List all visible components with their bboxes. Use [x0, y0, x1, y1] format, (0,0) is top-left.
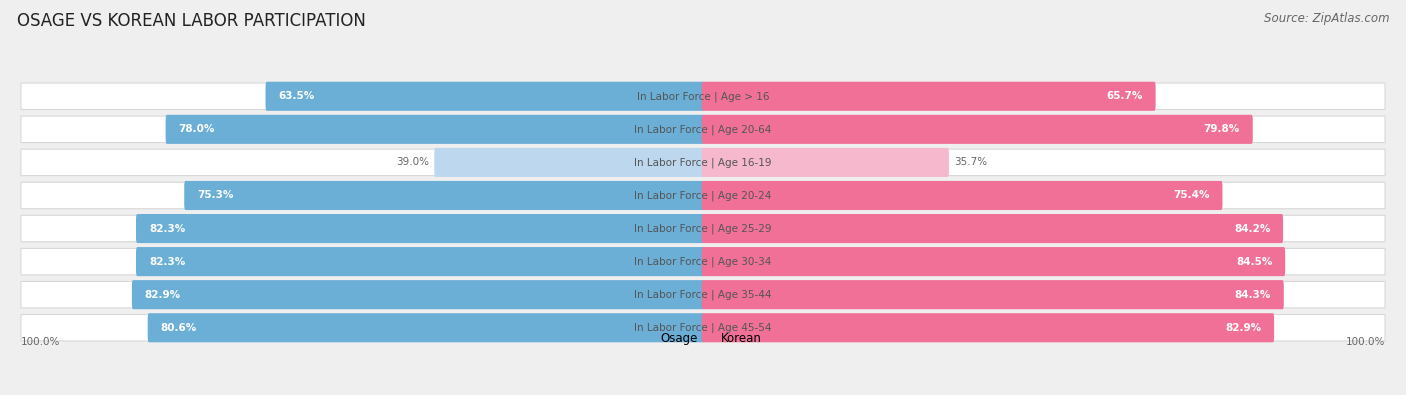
Text: 82.3%: 82.3%	[149, 224, 186, 233]
FancyBboxPatch shape	[21, 83, 1385, 109]
FancyBboxPatch shape	[148, 313, 704, 342]
FancyBboxPatch shape	[21, 248, 1385, 275]
Text: 84.3%: 84.3%	[1234, 290, 1271, 300]
Text: 78.0%: 78.0%	[179, 124, 215, 134]
Text: 79.8%: 79.8%	[1204, 124, 1240, 134]
FancyBboxPatch shape	[702, 148, 949, 177]
FancyBboxPatch shape	[266, 82, 704, 111]
Text: In Labor Force | Age 35-44: In Labor Force | Age 35-44	[634, 290, 772, 300]
Text: 63.5%: 63.5%	[278, 91, 315, 101]
Text: 75.4%: 75.4%	[1173, 190, 1209, 201]
Text: 82.9%: 82.9%	[1225, 323, 1261, 333]
Text: 82.9%: 82.9%	[145, 290, 181, 300]
Text: 65.7%: 65.7%	[1107, 91, 1143, 101]
Text: 75.3%: 75.3%	[197, 190, 233, 201]
FancyBboxPatch shape	[136, 214, 704, 243]
FancyBboxPatch shape	[21, 116, 1385, 143]
Text: 100.0%: 100.0%	[21, 337, 60, 347]
FancyBboxPatch shape	[702, 82, 1156, 111]
FancyBboxPatch shape	[434, 148, 704, 177]
FancyBboxPatch shape	[702, 247, 1285, 276]
Text: In Labor Force | Age 30-34: In Labor Force | Age 30-34	[634, 256, 772, 267]
FancyBboxPatch shape	[21, 215, 1385, 242]
Text: In Labor Force | Age 20-64: In Labor Force | Age 20-64	[634, 124, 772, 135]
FancyBboxPatch shape	[702, 214, 1284, 243]
Text: In Labor Force | Age 25-29: In Labor Force | Age 25-29	[634, 223, 772, 234]
Text: 84.2%: 84.2%	[1234, 224, 1270, 233]
Text: In Labor Force | Age 16-19: In Labor Force | Age 16-19	[634, 157, 772, 167]
Text: 35.7%: 35.7%	[955, 158, 987, 167]
Text: In Labor Force | Age 20-24: In Labor Force | Age 20-24	[634, 190, 772, 201]
Text: 84.5%: 84.5%	[1236, 257, 1272, 267]
FancyBboxPatch shape	[702, 181, 1222, 210]
FancyBboxPatch shape	[21, 314, 1385, 341]
Text: 80.6%: 80.6%	[160, 323, 197, 333]
FancyBboxPatch shape	[702, 313, 1274, 342]
FancyBboxPatch shape	[184, 181, 704, 210]
FancyBboxPatch shape	[702, 280, 1284, 309]
Text: 100.0%: 100.0%	[1346, 337, 1385, 347]
Text: 82.3%: 82.3%	[149, 257, 186, 267]
Text: Source: ZipAtlas.com: Source: ZipAtlas.com	[1264, 12, 1389, 25]
Legend: Osage, Korean: Osage, Korean	[644, 331, 762, 344]
FancyBboxPatch shape	[136, 247, 704, 276]
Text: In Labor Force | Age 45-54: In Labor Force | Age 45-54	[634, 322, 772, 333]
Text: In Labor Force | Age > 16: In Labor Force | Age > 16	[637, 91, 769, 102]
FancyBboxPatch shape	[702, 115, 1253, 144]
Text: 39.0%: 39.0%	[396, 158, 429, 167]
FancyBboxPatch shape	[166, 115, 704, 144]
FancyBboxPatch shape	[21, 149, 1385, 176]
Text: OSAGE VS KOREAN LABOR PARTICIPATION: OSAGE VS KOREAN LABOR PARTICIPATION	[17, 12, 366, 30]
FancyBboxPatch shape	[21, 182, 1385, 209]
FancyBboxPatch shape	[132, 280, 704, 309]
FancyBboxPatch shape	[21, 282, 1385, 308]
